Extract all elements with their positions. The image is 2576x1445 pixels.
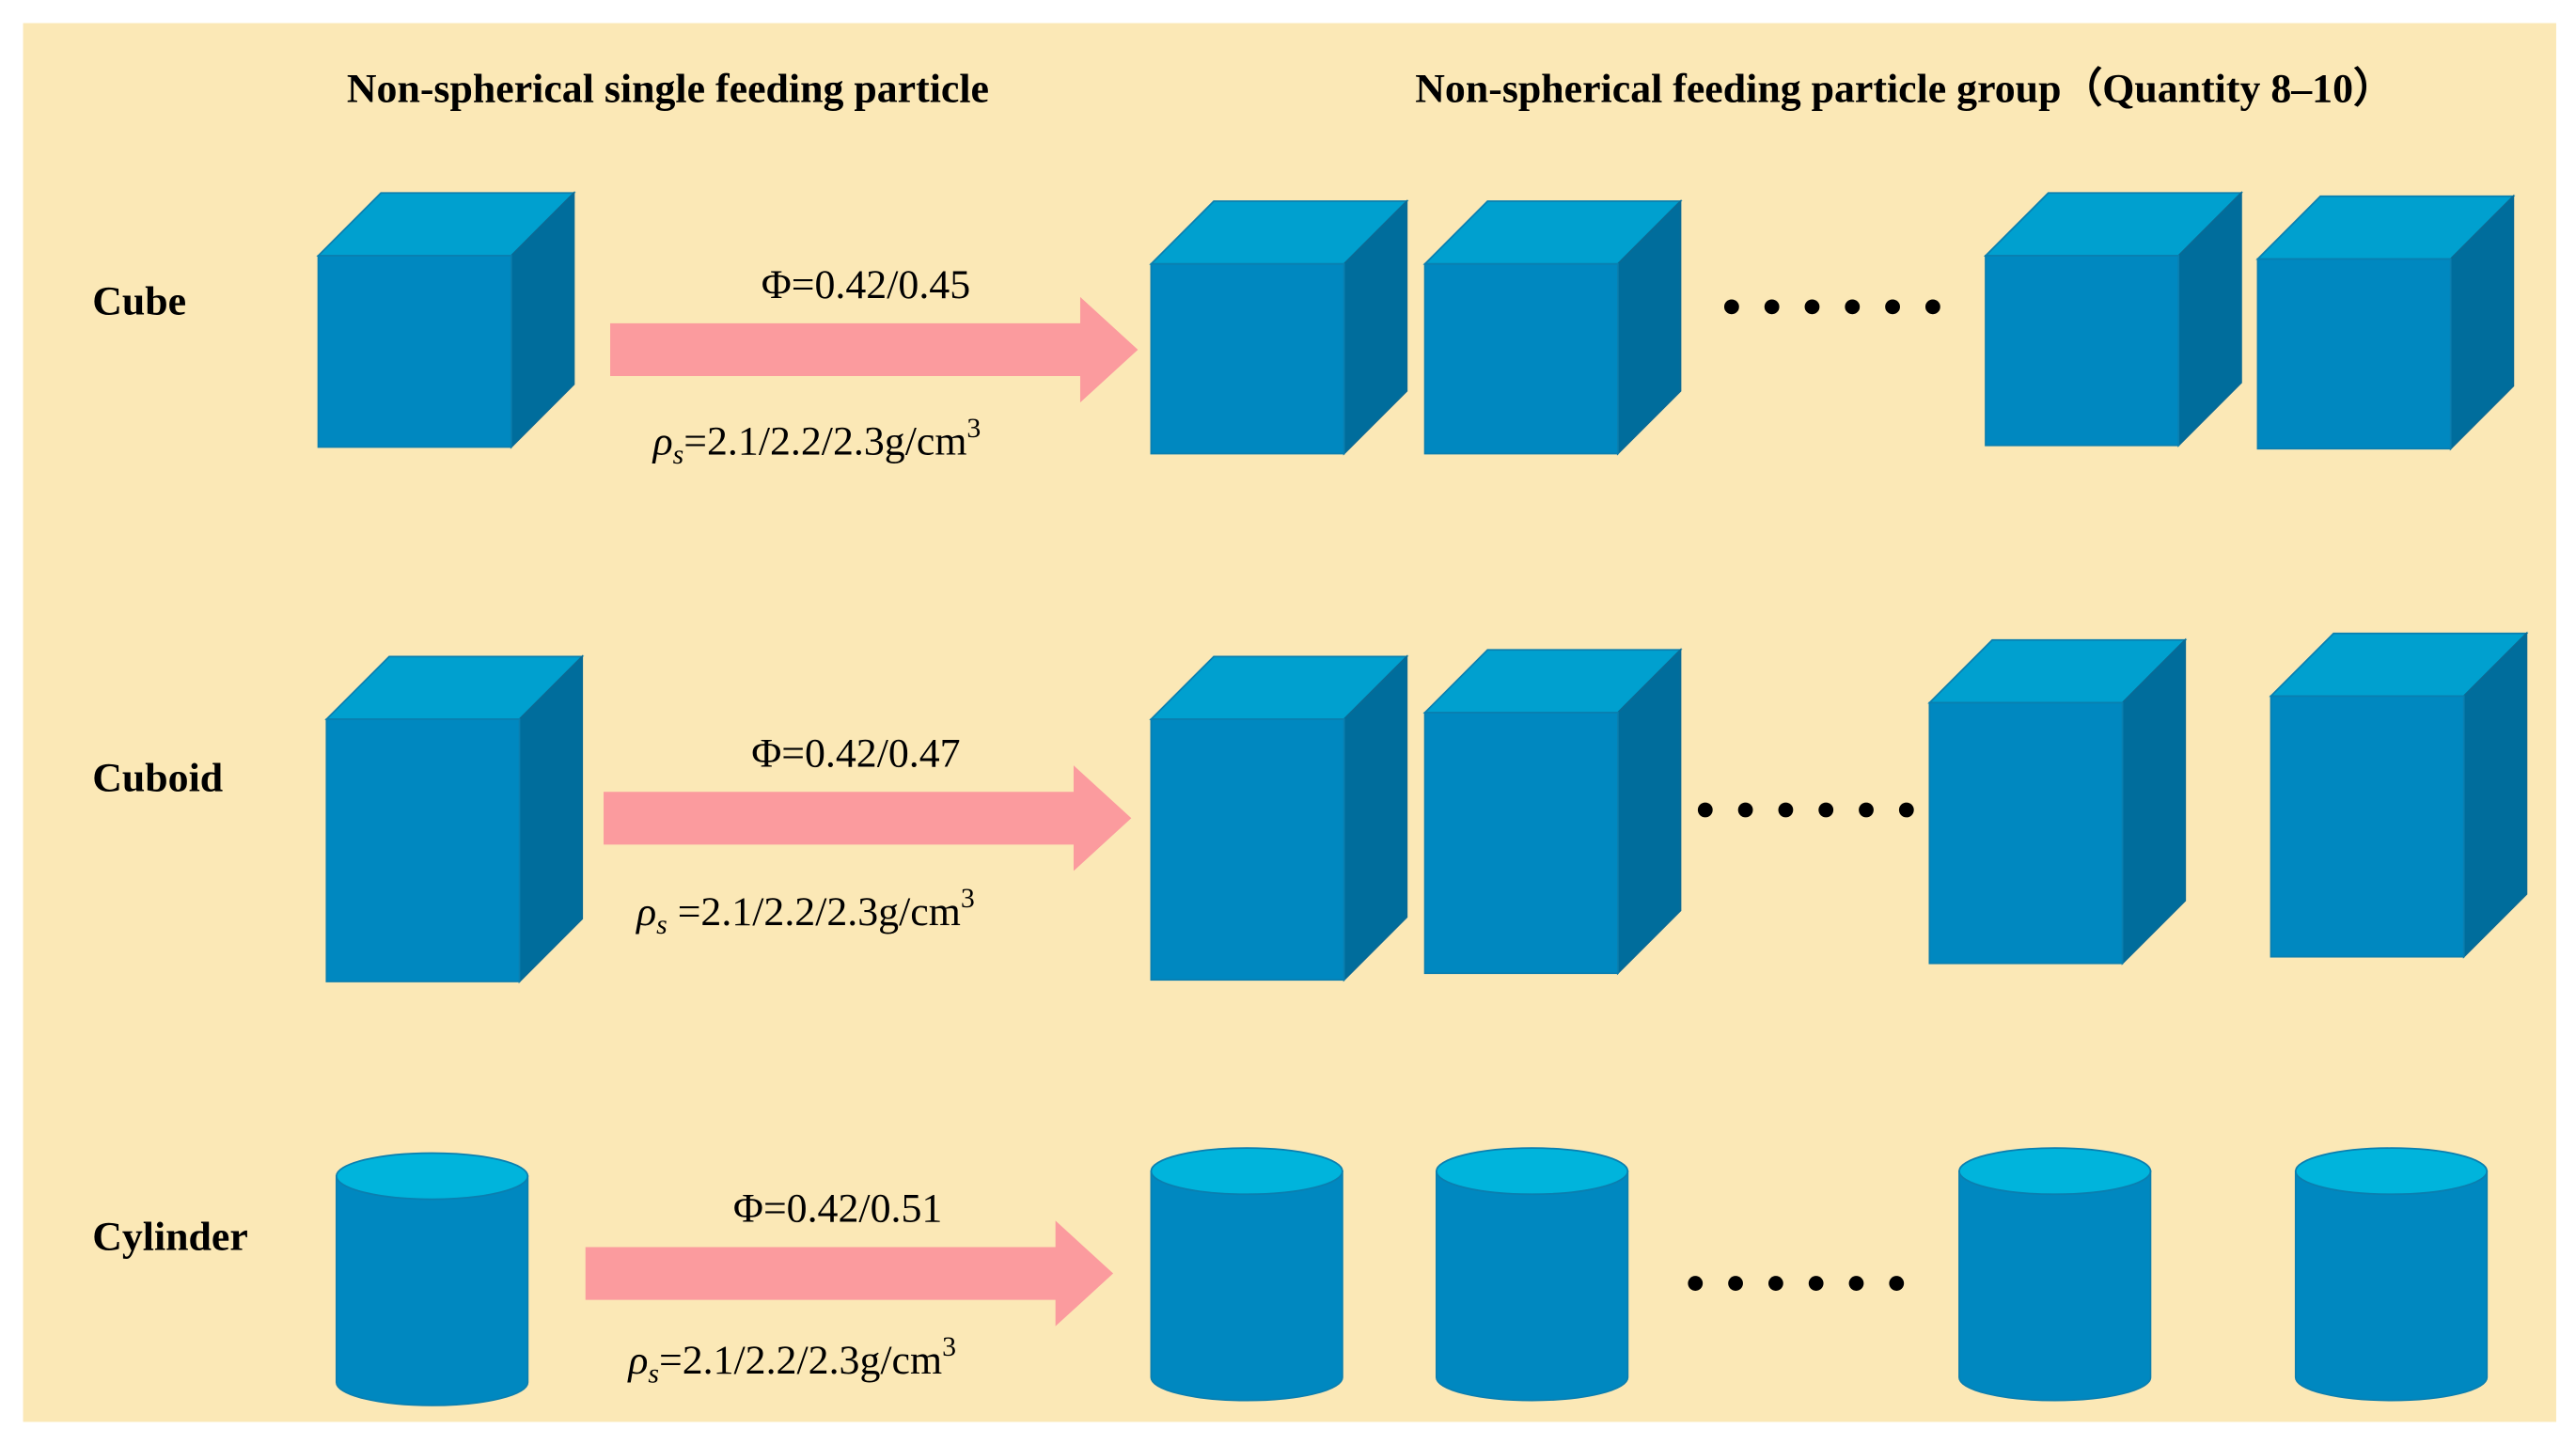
- ellipsis-dot: [1845, 299, 1861, 315]
- rho-subscript: s: [648, 1358, 659, 1389]
- ellipsis-dot: [1848, 1276, 1864, 1291]
- cube-front: [2256, 258, 2452, 450]
- cube-front: [317, 255, 512, 448]
- arrow: [604, 765, 1132, 872]
- ellipsis-dot: [1859, 802, 1874, 818]
- cube-front: [1150, 262, 1345, 455]
- cube-front: [325, 718, 521, 982]
- header-group: Non-spherical feeding particle group（Qua…: [1415, 65, 2395, 111]
- cylinder-top: [2294, 1147, 2489, 1196]
- ellipsis-dot: [1818, 802, 1834, 818]
- ellipsis-dot: [1767, 1276, 1783, 1291]
- density-value: ρs=2.1/2.2/2.3g/cm3: [626, 1331, 956, 1389]
- rho-text: =2.1/2.2/2.3g/cm: [659, 1338, 942, 1383]
- row-label: Cuboid: [92, 756, 223, 801]
- ellipsis-dot: [1688, 1276, 1704, 1291]
- arrow: [610, 296, 1139, 403]
- ellipsis-dot: [1924, 299, 1940, 315]
- ellipsis-dot: [1778, 802, 1794, 818]
- ellipsis-dot: [1737, 802, 1753, 818]
- phi-value: Φ=0.42/0.45: [762, 262, 970, 307]
- rho-superscript: 3: [942, 1331, 956, 1362]
- rho-symbol: ρ: [626, 1338, 648, 1383]
- ellipsis-dot: [1723, 299, 1739, 315]
- header-single: Non-spherical single feeding particle: [347, 66, 989, 111]
- ellipsis-dot: [1804, 299, 1820, 315]
- cylinder-body: [1150, 1170, 1343, 1402]
- phi-value: Φ=0.42/0.51: [733, 1186, 942, 1232]
- ellipsis-dot: [1885, 299, 1900, 315]
- rho-superscript: 3: [966, 413, 981, 444]
- density-value: ρs=2.1/2.2/2.3g/cm3: [652, 413, 982, 470]
- cylinder-body: [335, 1175, 529, 1406]
- ellipsis-dot: [1728, 1276, 1743, 1291]
- cylinder-body: [1435, 1170, 1629, 1402]
- rho-text: =2.1/2.2/2.3g/cm: [683, 419, 966, 464]
- cube-front: [1423, 262, 1619, 455]
- cube-front: [2270, 695, 2465, 958]
- cylinder-top: [1435, 1147, 1629, 1196]
- ellipsis-dot: [1764, 299, 1780, 315]
- ellipsis-dot: [1898, 802, 1914, 818]
- ellipsis-dot: [1889, 1276, 1905, 1291]
- ellipsis-dot: [1808, 1276, 1824, 1291]
- rho-subscript: s: [673, 439, 684, 470]
- row-label: Cylinder: [92, 1214, 248, 1259]
- cube-front: [1150, 718, 1345, 982]
- rho-symbol: ρ: [652, 419, 673, 464]
- rho-superscript: 3: [961, 883, 975, 914]
- cylinder-body: [1958, 1170, 2152, 1402]
- cylinder-top: [335, 1152, 529, 1201]
- ellipsis-dot: [1697, 802, 1713, 818]
- cylinder-body: [2294, 1170, 2489, 1402]
- cylinder-top: [1958, 1147, 2152, 1196]
- cube-front: [1423, 712, 1619, 975]
- cylinder-top: [1150, 1147, 1343, 1196]
- density-value: ρs =2.1/2.2/2.3g/cm3: [635, 883, 975, 940]
- rho-text: =2.1/2.2/2.3g/cm: [668, 889, 961, 935]
- cube-front: [1985, 255, 2180, 447]
- arrow: [585, 1220, 1114, 1327]
- cube-front: [1928, 701, 2124, 965]
- row-label: Cube: [92, 279, 186, 324]
- rho-symbol: ρ: [635, 889, 656, 935]
- rho-subscript: s: [656, 909, 668, 940]
- phi-value: Φ=0.42/0.47: [751, 730, 960, 776]
